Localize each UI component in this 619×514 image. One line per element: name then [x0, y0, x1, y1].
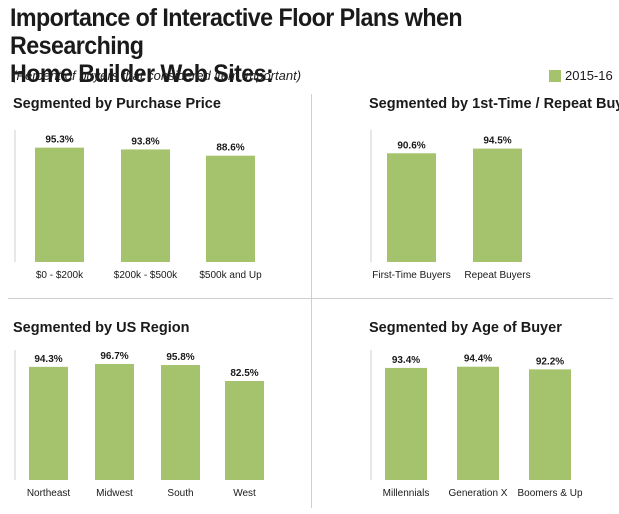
- category-label-west: West: [233, 488, 256, 499]
- category-label-boomers-up: Boomers & Up: [517, 488, 582, 499]
- panel-purchase-price: Segmented by Purchase Price 95.3% $0 - $2…: [13, 96, 303, 292]
- category-label-south: South: [167, 488, 193, 499]
- value-label-millennials: 93.4%: [392, 355, 420, 366]
- panel-title: Segmented by Age of Buyer: [369, 320, 562, 336]
- value-label-northeast: 94.3%: [34, 354, 62, 365]
- bar-south: [161, 365, 200, 480]
- value-label-south: 95.8%: [166, 352, 194, 363]
- chart-title: Importance of Interactive Floor Plans wh…: [10, 4, 568, 88]
- value-label-west: 82.5%: [230, 368, 258, 379]
- value-label-boomers-up: 92.2%: [536, 356, 564, 367]
- panel-title: Segmented by US Region: [13, 320, 190, 336]
- value-label-first-time-buyers: 90.6%: [397, 140, 425, 151]
- bar-boomers-up: [529, 369, 571, 480]
- category-label-first-time-buyers: First-Time Buyers: [372, 270, 451, 281]
- panel-us-region: Segmented by US Region 94.3% Northeast 96.…: [13, 320, 303, 510]
- category-label-200k-500k: $200k - $500k: [114, 270, 178, 281]
- category-label-midwest: Midwest: [96, 488, 133, 499]
- category-label-northeast: Northeast: [27, 488, 71, 499]
- bar-repeat-buyers: [473, 148, 522, 262]
- chart-subtitle: (Percent of buyers that considered item …: [12, 68, 302, 83]
- value-label-generation-x: 94.4%: [464, 354, 492, 365]
- panel-title: Segmented by 1st-Time / Repeat Buyer: [369, 96, 619, 112]
- bar-chart-purchase-price: 95.3% $0 - $200k 93.8% $200k - $500k 88.6% $5…: [14, 130, 262, 281]
- legend-swatch: [549, 69, 561, 82]
- value-label-500k-and-up: 88.6%: [216, 143, 244, 154]
- bar-chart-us-region: 94.3% Northeast 96.7% Midwest 95.8% South 82.5…: [14, 350, 264, 499]
- panel-age-of-buyer: Segmented by Age of Buyer 93.4% Millennia…: [369, 320, 609, 510]
- category-label-500k-and-up: $500k and Up: [199, 270, 262, 281]
- bar-generation-x: [457, 366, 499, 480]
- bar-0-200k: [35, 147, 84, 262]
- value-label-200k-500k: 93.8%: [131, 136, 159, 147]
- value-label-repeat-buyers: 94.5%: [483, 136, 511, 147]
- category-label-millennials: Millennials: [383, 488, 430, 499]
- category-label-0-200k: $0 - $200k: [36, 270, 84, 281]
- legend: 2015-16: [549, 68, 613, 83]
- bar-chart-first-time-repeat: 90.6% First-Time Buyers 94.5% Repeat Buyers: [370, 130, 531, 281]
- bar-millennials: [385, 367, 427, 480]
- value-label-0-200k: 95.3%: [45, 135, 73, 146]
- category-label-generation-x: Generation X: [449, 488, 508, 499]
- bar-west: [225, 381, 264, 480]
- chart-title-line-2: Home Builder Web Sites:: [10, 60, 274, 88]
- bar-500k-and-up: [206, 155, 255, 262]
- bar-chart-age-of-buyer: 93.4% Millennials 94.4% Generation X 92.2% Bo…: [370, 350, 583, 499]
- bar-first-time-buyers: [387, 153, 436, 262]
- bar-200k-500k: [121, 149, 170, 262]
- category-label-repeat-buyers: Repeat Buyers: [464, 270, 530, 281]
- vertical-divider: [311, 94, 312, 508]
- bar-northeast: [29, 366, 68, 480]
- horizontal-divider: [8, 298, 613, 299]
- bar-midwest: [95, 363, 134, 480]
- panel-title: Segmented by Purchase Price: [13, 96, 221, 112]
- panel-first-time-repeat: Segmented by 1st-Time / Repeat Buyer 90.…: [369, 96, 619, 292]
- chart-title-line-1: Importance of Interactive Floor Plans wh…: [10, 4, 463, 60]
- legend-label: 2015-16: [565, 68, 613, 83]
- value-label-midwest: 96.7%: [100, 351, 128, 362]
